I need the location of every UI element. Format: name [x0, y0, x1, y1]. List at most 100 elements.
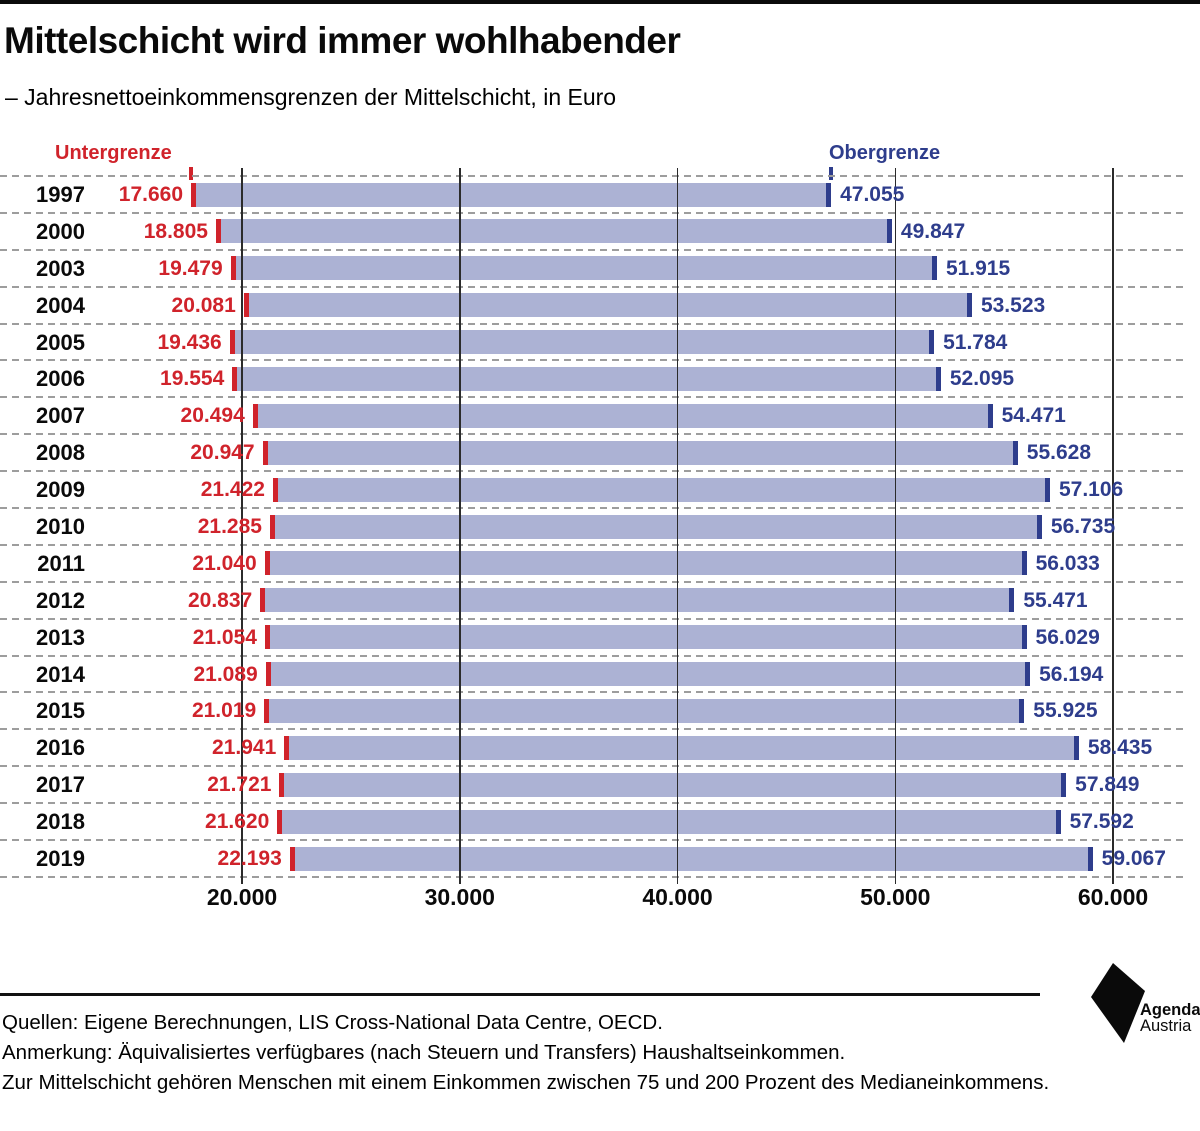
obergrenze-value-2003: 51.915	[945, 256, 1011, 280]
obergrenze-value-2012: 55.471	[1023, 588, 1088, 612]
obergrenze-tick-2007	[987, 403, 993, 428]
x-axis-label-20.000: 20.000	[206, 884, 278, 910]
obergrenze-value-2018: 57.592	[1069, 810, 1134, 834]
untergrenze-tick-2003	[230, 256, 236, 281]
year-label-1997: 1997	[36, 182, 85, 207]
obergrenze-tick-2011	[1021, 551, 1027, 576]
agenda-austria-logo-icon	[1091, 963, 1145, 1048]
bar-row-2009	[272, 477, 1050, 502]
untergrenze-value-2014: 21.089	[193, 662, 258, 686]
obergrenze-tick-2012	[1009, 588, 1015, 613]
untergrenze-value-2009: 21.422	[200, 478, 265, 502]
bar-row-2003	[230, 256, 937, 281]
bar-row-1997	[191, 182, 832, 207]
obergrenze-value-2007: 54.471	[1001, 404, 1066, 428]
untergrenze-tick-2009	[272, 477, 278, 502]
obergrenze-value-2009: 57.106	[1058, 478, 1124, 502]
obergrenze-tick-2014	[1025, 662, 1031, 687]
bar-row-2006	[232, 366, 941, 391]
untergrenze-value-2016: 21.941	[212, 736, 277, 760]
logo-line1: Agenda	[1140, 1001, 1200, 1019]
untergrenze-value-2000: 18.805	[143, 219, 208, 243]
dashed-gridline	[0, 175, 1188, 177]
untergrenze-tick-2010	[269, 514, 275, 539]
bar-row-2017	[279, 772, 1067, 797]
untergrenze-tick-2004	[243, 293, 249, 318]
diamond-icon	[1091, 963, 1145, 1043]
x-axis-label-50.000: 50.000	[860, 884, 931, 910]
dashed-gridline	[0, 433, 1188, 436]
untergrenze-tick-2016	[284, 735, 290, 760]
bar-row-2015	[264, 698, 1025, 723]
year-label-2017: 2017	[36, 772, 85, 798]
year-label-2003: 2003	[36, 255, 85, 281]
bar-row-2019	[289, 846, 1093, 871]
untergrenze-value-2013: 21.054	[192, 625, 257, 649]
obergrenze-tick-2018	[1055, 809, 1061, 834]
bar-row-2016	[284, 735, 1079, 760]
year-label-2010: 2010	[36, 514, 85, 539]
vertical-gridline-30.000	[459, 167, 461, 884]
obergrenze-tick-2010	[1036, 514, 1042, 539]
dashed-gridline	[0, 691, 1188, 694]
obergrenze-tick-2003	[931, 256, 937, 281]
obergrenze-tick-2000	[886, 219, 892, 244]
year-label-2004: 2004	[36, 292, 85, 318]
untergrenze-value-2004: 20.081	[171, 293, 236, 317]
obergrenze-value-2008: 55.628	[1026, 441, 1092, 465]
bar-row-2011	[264, 551, 1027, 576]
x-axis-label-30.000: 30.000	[424, 884, 495, 910]
year-label-2018: 2018	[36, 809, 85, 835]
untergrenze-tick-2007	[252, 403, 258, 428]
untergrenze-value-2012: 20.837	[187, 588, 253, 612]
vertical-gridline-50.000	[894, 167, 896, 884]
dashed-gridline	[0, 875, 1188, 878]
obergrenze-value-2000: 49.847	[900, 219, 966, 243]
obergrenze-tick-2009	[1044, 477, 1050, 502]
untergrenze-value-2006: 19.554	[160, 367, 225, 391]
x-axis-label-40.000: 40.000	[642, 884, 713, 910]
untergrenze-value-2019: 22.193	[217, 847, 282, 871]
chart-title: Mittelschicht wird immer wohlhabender	[4, 20, 681, 61]
obergrenze-tick-2019	[1087, 846, 1093, 871]
obergrenze-value-2016: 58.435	[1087, 736, 1153, 760]
obergrenze-value-2004: 53.523	[980, 293, 1046, 317]
year-label-2014: 2014	[36, 661, 85, 687]
obergrenze-value-2017: 57.849	[1075, 773, 1140, 797]
bar-row-2018	[277, 809, 1061, 834]
obergrenze-value-2014: 56.194	[1039, 662, 1104, 686]
dashed-gridline	[0, 507, 1188, 509]
bar-row-2010	[269, 514, 1042, 539]
obergrenze-value-2015: 55.925	[1033, 699, 1098, 723]
obergrenze-value-2019: 59.067	[1101, 847, 1166, 871]
bar-row-2007	[252, 403, 993, 428]
untergrenze-value-2005: 19.436	[157, 330, 222, 354]
obergrenze-value-2005: 51.784	[943, 330, 1008, 354]
obergrenze-tick-1997	[826, 182, 832, 207]
year-label-2000: 2000	[36, 218, 85, 244]
untergrenze-tick-2008	[262, 440, 268, 465]
untergrenze-tick-2017	[279, 772, 285, 797]
dashed-gridline	[0, 839, 1188, 842]
untergrenze-value-2018: 21.620	[205, 810, 270, 834]
obergrenze-tick-2016	[1073, 735, 1079, 760]
obergrenze-tick-2008	[1012, 440, 1018, 465]
untergrenze-tick-2014	[265, 662, 271, 687]
untergrenze-value-2015: 21.019	[191, 699, 257, 723]
untergrenze-value-2011: 21.040	[192, 551, 257, 575]
legend-untergrenze-label: Untergrenze	[55, 142, 172, 164]
vertical-gridline-40.000	[676, 167, 679, 884]
untergrenze-value-2010: 21.285	[197, 515, 262, 538]
bar-row-2005	[229, 330, 935, 355]
obergrenze-value-2006: 52.095	[949, 367, 1015, 391]
obergrenze-tick-2017	[1061, 772, 1067, 797]
bar-row-2004	[243, 293, 972, 318]
footer-note-method: Anmerkung: Äquivalisiertes verfügbares (…	[2, 1041, 846, 1064]
footer-divider	[0, 993, 1040, 996]
dashed-gridline	[0, 211, 1188, 214]
year-label-2019: 2019	[36, 846, 85, 872]
dashed-gridline	[0, 580, 1188, 583]
untergrenze-value-2007: 20.494	[180, 404, 245, 428]
dashed-gridline	[0, 617, 1188, 620]
